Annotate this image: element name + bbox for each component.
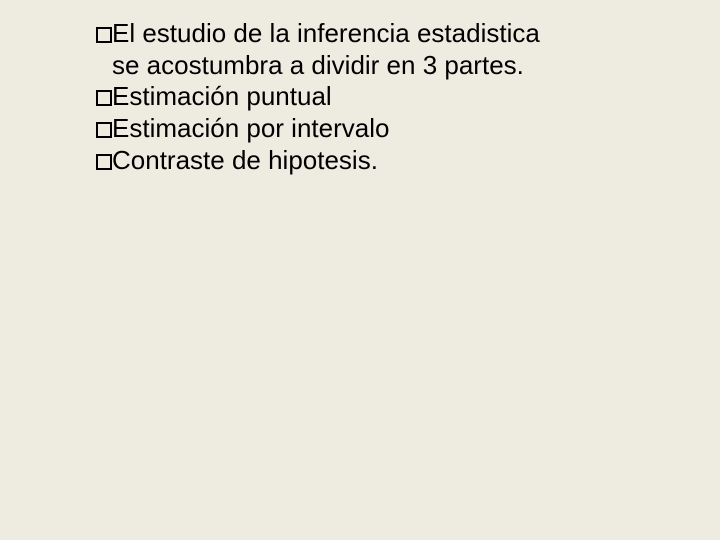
bullet-text: Estimación puntual — [112, 81, 332, 111]
bullet-continuation: se acostumbra a dividir en 3 partes. — [96, 50, 690, 82]
bullet-item: Estimación puntual — [96, 81, 690, 113]
slide-content: El estudio de la inferencia estadistica … — [96, 18, 690, 177]
square-bullet-icon — [96, 27, 112, 43]
bullet-text: El estudio de la inferencia estadistica — [112, 18, 540, 48]
bullet-text: Estimación por intervalo — [112, 113, 389, 143]
bullet-text-cont: se acostumbra a dividir en 3 partes. — [112, 50, 524, 80]
bullet-item: Contraste de hipotesis. — [96, 145, 690, 177]
square-bullet-icon — [96, 122, 112, 138]
bullet-item: Estimación por intervalo — [96, 113, 690, 145]
slide: El estudio de la inferencia estadistica … — [0, 0, 720, 540]
square-bullet-icon — [96, 154, 112, 170]
bullet-item: El estudio de la inferencia estadistica — [96, 18, 690, 50]
square-bullet-icon — [96, 90, 112, 106]
bullet-text: Contraste de hipotesis. — [112, 145, 378, 175]
